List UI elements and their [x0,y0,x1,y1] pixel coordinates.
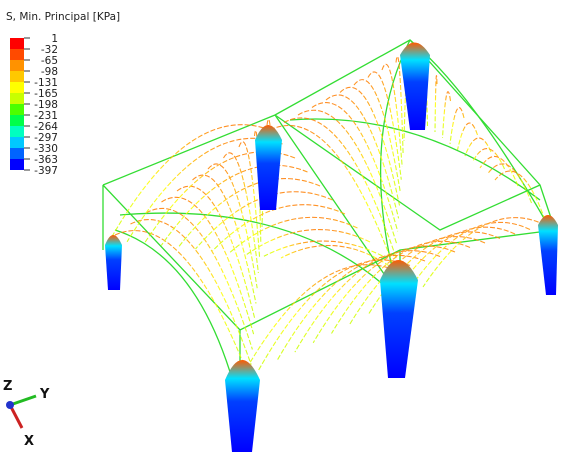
legend-label: -165 [34,88,58,100]
stress-line [367,71,402,180]
legend-swatch [10,104,24,115]
stress-line [294,250,441,353]
stress-line [239,264,396,381]
legend-swatch [10,115,24,126]
stress-line [177,178,321,248]
stress-line [257,259,411,371]
axis-triad: Z Y X [3,379,50,449]
stress-line [126,137,283,243]
legend-label: -264 [34,121,58,133]
stress-line [212,204,346,252]
stress-line [422,217,546,288]
stress-line [223,152,259,273]
stress-line [161,196,255,335]
stress-line [487,163,533,204]
stress-line [449,107,465,145]
stress-line [395,56,404,154]
stress-line [367,231,501,316]
columns [105,42,558,452]
stress-line [464,137,492,157]
stress-line [276,254,426,362]
legend-swatch [10,71,24,82]
legend-label: -231 [34,110,58,122]
stress-line [479,156,519,187]
legend-label: -297 [34,132,58,144]
legend-label: -131 [34,77,58,89]
stress-line [269,125,396,271]
legend-label: -363 [34,154,58,166]
stress-line [494,170,546,221]
legend-swatch [10,159,24,170]
legend-swatch [10,93,24,104]
stress-line [353,79,401,193]
legend-label: -198 [34,99,58,111]
stress-line [381,63,403,167]
legend-label: -330 [34,143,58,155]
stress-line [114,230,251,381]
stress-line [280,244,396,271]
legend-swatch [10,137,24,148]
vault-structure [102,39,558,452]
stress-line [192,174,257,304]
stress-line [143,151,296,244]
legend: 1-32-65-98-131-165-198-231-264-297-330-3… [10,33,58,177]
stress-line [311,102,399,232]
axis-y-label: Y [39,387,50,402]
stress-line [456,122,479,151]
stress-line [349,236,486,325]
stress-line [238,141,261,258]
stress-line [283,117,397,258]
legend-label: -98 [41,66,58,78]
stress-line [130,219,252,365]
stress-line [339,86,401,206]
stress-line [472,148,506,170]
legend-swatch [10,148,24,159]
legend-swatch [10,82,24,93]
stress-line [297,109,398,245]
stress-line [229,216,358,254]
stress-line [434,75,438,133]
axis-x-label: X [24,434,34,449]
legend-label: 1 [51,33,58,45]
stress-line [441,91,452,139]
stress-line [331,240,471,334]
stress-line [263,240,383,257]
legend-label: -65 [41,55,58,67]
stress-line [246,229,371,255]
stress-line [145,207,253,350]
legend-swatch [10,126,24,137]
legend-swatch [10,49,24,60]
legend-swatch [10,60,24,71]
axis-z-label: Z [3,379,12,394]
stress-line [325,94,400,219]
stress-line [207,163,258,289]
stress-line [312,245,456,344]
legend-title: S, Min. Principal [KPa] [6,11,120,23]
legend-label: -32 [41,44,58,56]
stress-line [404,221,531,297]
stress-line [160,164,308,246]
stress-line [109,124,271,241]
legend-swatch [10,38,24,49]
legend-label: -397 [34,165,58,177]
